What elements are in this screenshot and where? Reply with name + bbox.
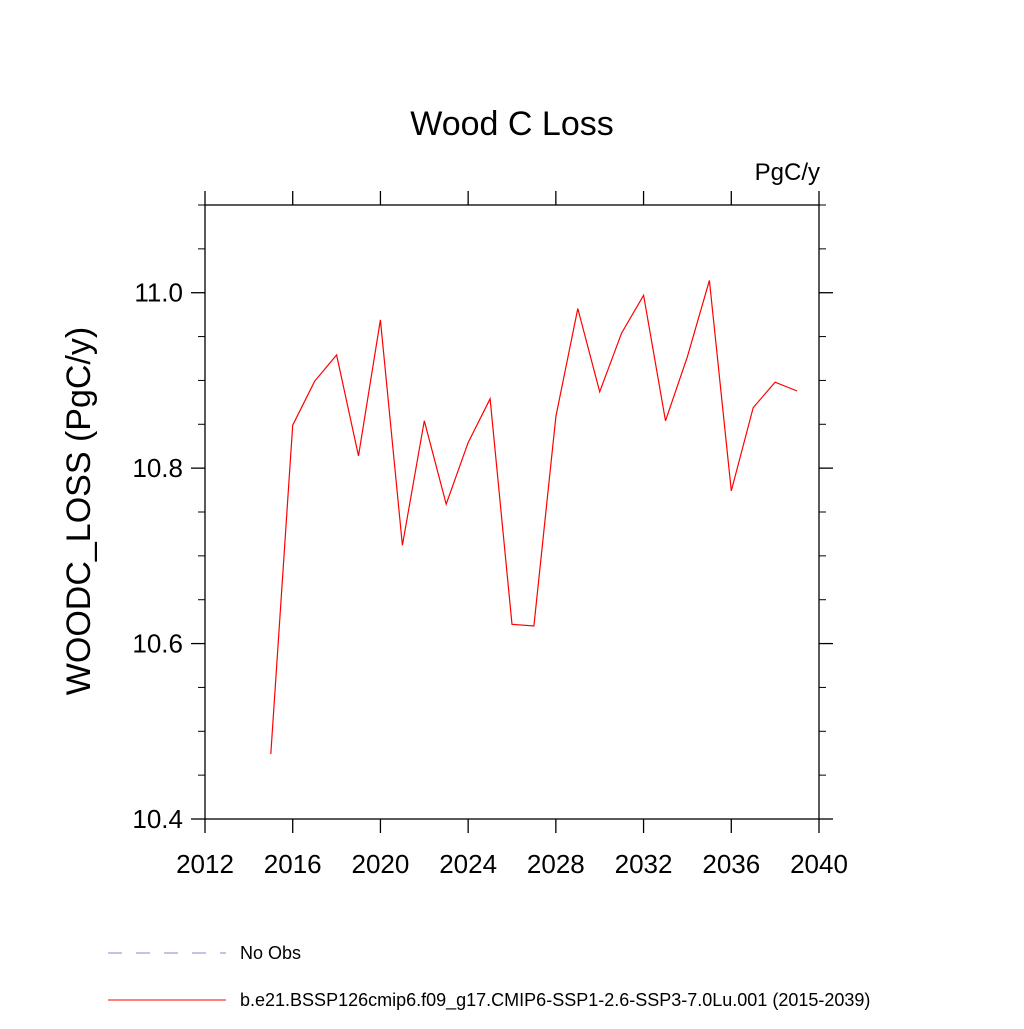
x-tick-label: 2028 [527,849,585,879]
x-tick-label: 2016 [264,849,322,879]
x-tick-label: 2040 [790,849,848,879]
y-axis-label: WOODC_LOSS (PgC/y) [60,327,98,695]
y-tick-label: 11.0 [134,278,183,308]
legend-label-no-obs: No Obs [240,943,301,963]
series-line [271,280,797,754]
legend: No Obs b.e21.BSSP126cmip6.f09_g17.CMIP6-… [108,943,870,1011]
chart-title: Wood C Loss [410,105,613,143]
series-layer [271,280,797,754]
y-tick-label: 10.8 [132,453,183,483]
x-tick-label: 2012 [176,849,234,879]
y-tick-label: 10.6 [132,629,183,659]
x-tick-label: 2032 [615,849,673,879]
legend-label-series: b.e21.BSSP126cmip6.f09_g17.CMIP6-SSP1-2.… [240,990,870,1011]
units-label: PgC/y [755,159,820,186]
y-tick-label: 10.4 [132,804,183,834]
plot-frame [205,205,819,819]
x-tick-label: 2024 [439,849,497,879]
x-tick-label: 2020 [352,849,410,879]
ticks-layer: 10.4 10.6 10.8 11.0 2012 2016 2020 2024 2028 2032… [132,191,848,879]
x-tick-label: 2036 [702,849,760,879]
